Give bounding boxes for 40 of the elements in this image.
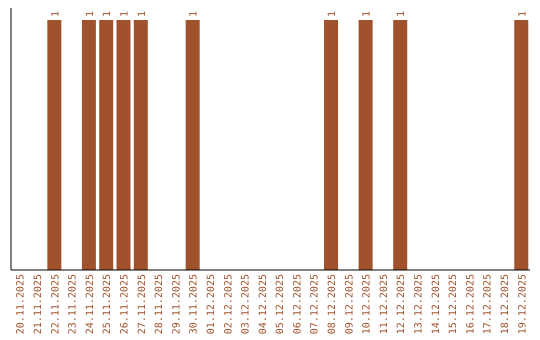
x-tick-label: 22.11.2025	[50, 274, 62, 334]
x-tick-label: 15.12.2025	[448, 274, 460, 334]
x-tick-label: 06.12.2025	[292, 274, 304, 334]
x-tick-label: 30.11.2025	[188, 274, 200, 334]
data-label: 1	[188, 10, 200, 17]
data-label: 1	[517, 10, 528, 17]
x-tick-label: 10.12.2025	[362, 274, 373, 334]
x-tick-label: 24.11.2025	[84, 274, 96, 334]
x-tick-label: 14.12.2025	[430, 274, 442, 334]
x-tick-label: 13.12.2025	[414, 274, 424, 334]
x-tick-label: 08.12.2025	[327, 274, 338, 334]
x-tick-label: 29.11.2025	[171, 274, 182, 334]
x-tick-label: 07.12.2025	[310, 274, 321, 334]
data-label: 1	[120, 10, 130, 17]
x-tick-label: 28.11.2025	[154, 274, 166, 334]
x-tick-label: 01.12.2025	[206, 274, 217, 334]
x-tick-label: 04.12.2025	[258, 274, 269, 334]
x-tick-label: 12.12.2025	[396, 274, 408, 334]
data-label: 1	[50, 10, 62, 17]
data-label: 1	[136, 10, 148, 17]
x-tick-label: 27.11.2025	[136, 274, 148, 334]
x-tick-label: 03.12.2025	[240, 274, 252, 334]
data-label: 1	[327, 10, 338, 17]
data-label: 1	[396, 10, 408, 17]
x-tick-label: 05.12.2025	[275, 274, 286, 334]
x-tick-label: 11.12.2025	[378, 274, 390, 334]
x-tick-label: 26.11.2025	[120, 274, 130, 334]
x-tick-label: 20.11.2025	[16, 274, 27, 334]
x-tick-label: 25.11.2025	[102, 274, 114, 334]
x-tick-label: 02.12.2025	[223, 274, 234, 334]
data-label: 1	[84, 10, 96, 17]
x-tick-label: 17.12.2025	[482, 274, 494, 334]
x-tick-label: 21.11.2025	[33, 274, 44, 334]
x-tick-label: 19.12.2025	[517, 274, 528, 334]
x-tick-label: 09.12.2025	[344, 274, 356, 334]
x-tick-label: 18.12.2025	[500, 274, 511, 334]
data-label: 1	[362, 10, 373, 17]
x-tick-label: 16.12.2025	[465, 274, 476, 334]
data-label: 1	[102, 10, 114, 17]
x-tick-label: 23.11.2025	[68, 274, 79, 334]
